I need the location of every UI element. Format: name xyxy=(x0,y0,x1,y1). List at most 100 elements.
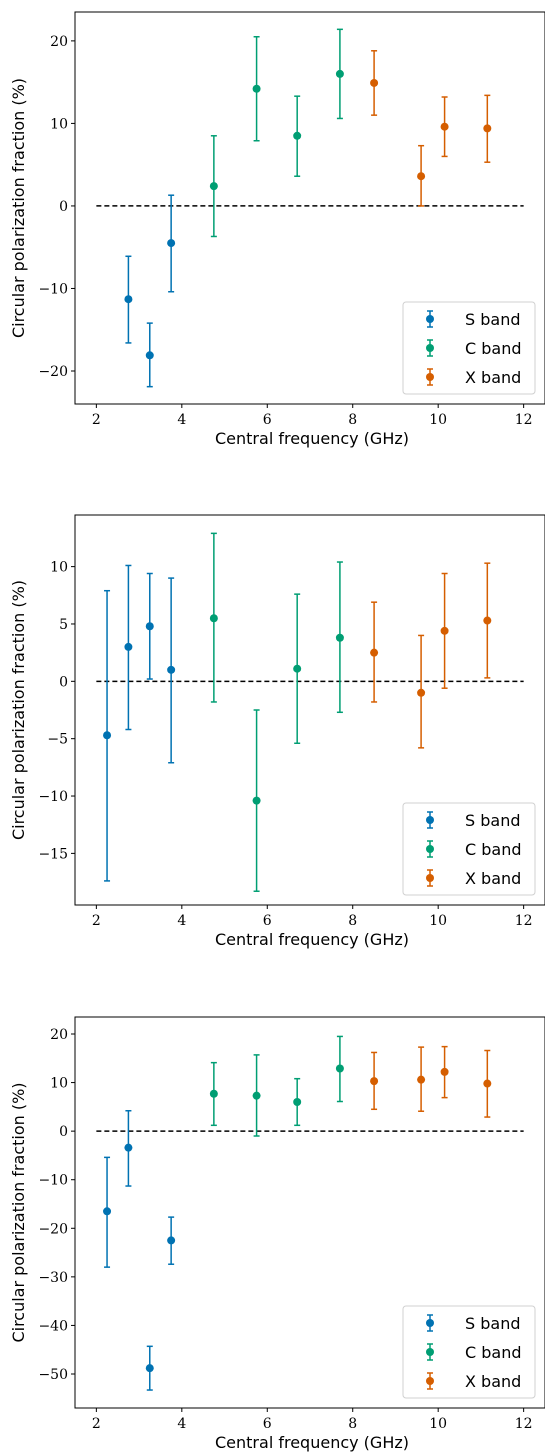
legend-marker-dot xyxy=(426,1377,434,1385)
y-tick-label: −10 xyxy=(38,1173,68,1189)
legend: S band C band X band xyxy=(402,301,536,395)
y-tick-label: −10 xyxy=(38,281,68,297)
x-tick-label: 12 xyxy=(515,913,533,929)
y-axis-label: Circular polarization fraction (%) xyxy=(9,1082,28,1342)
x-tick-label: 6 xyxy=(263,412,272,428)
y-tick-label: 0 xyxy=(59,1124,68,1140)
data-point xyxy=(145,622,154,631)
legend-label: C band xyxy=(465,1343,522,1362)
data-point xyxy=(417,1075,426,1084)
data-point xyxy=(483,124,492,133)
plot-frame xyxy=(74,1016,545,1409)
y-tick-label: 0 xyxy=(59,674,68,690)
legend-marker-dot xyxy=(426,874,434,882)
series-s-band xyxy=(103,564,176,882)
series-s-band xyxy=(124,194,176,388)
data-point xyxy=(124,1143,133,1152)
data-point xyxy=(252,796,261,805)
data-point xyxy=(167,1236,176,1245)
y-tick-label: −30 xyxy=(38,1270,68,1286)
data-point xyxy=(167,239,176,248)
data-point xyxy=(335,69,344,78)
legend-label: C band xyxy=(465,339,522,358)
data-point xyxy=(440,1067,449,1076)
y-tick-label: −40 xyxy=(38,1318,68,1334)
legend-box xyxy=(402,1305,536,1399)
data-point xyxy=(209,614,218,623)
y-tick-label: 10 xyxy=(50,116,68,132)
x-axis-label: Central frequency (GHz) xyxy=(215,1433,409,1452)
legend-label: X band xyxy=(465,368,521,387)
series-x-band xyxy=(370,562,492,749)
legend-label: X band xyxy=(465,1372,521,1391)
y-tick-label: −50 xyxy=(38,1367,68,1383)
legend-marker-dot xyxy=(426,816,434,824)
legend-marker-dot xyxy=(426,1319,434,1327)
x-tick-label: 12 xyxy=(515,1416,533,1432)
plot-frame xyxy=(74,514,545,906)
y-tick-label: 0 xyxy=(59,199,68,215)
data-point xyxy=(483,616,492,625)
x-tick-label: 4 xyxy=(177,412,186,428)
legend-box xyxy=(402,802,536,896)
y-axis-label: Circular polarization fraction (%) xyxy=(9,580,28,840)
y-tick-label: 20 xyxy=(50,1027,68,1043)
x-tick-label: 2 xyxy=(92,412,101,428)
x-axis-label: Central frequency (GHz) xyxy=(215,429,409,448)
data-point xyxy=(417,688,426,697)
series-x-band xyxy=(370,50,492,207)
plot-frame xyxy=(74,11,545,405)
y-tick-label: 10 xyxy=(50,560,68,576)
x-tick-label: 8 xyxy=(348,1416,357,1432)
data-point xyxy=(440,122,449,131)
y-tick-label: −20 xyxy=(38,1221,68,1237)
data-point xyxy=(252,1091,261,1100)
y-tick-label: −20 xyxy=(38,364,68,380)
x-tick-label: 10 xyxy=(429,412,447,428)
x-tick-label: 4 xyxy=(177,1416,186,1432)
y-tick-label: 10 xyxy=(50,1076,68,1092)
chart-panel-1: 2 4 6 8 10 12 −20 −10 0 10 20 Central frequency (GH… xyxy=(9,11,545,448)
x-tick-label: 2 xyxy=(92,1416,101,1432)
series-c-band xyxy=(209,1035,344,1137)
x-tick-label: 10 xyxy=(429,1416,447,1432)
y-tick-label: −5 xyxy=(47,732,68,748)
legend-marker-dot xyxy=(426,845,434,853)
data-point xyxy=(293,1098,302,1106)
data-point xyxy=(370,78,379,87)
data-point xyxy=(483,1079,492,1088)
data-point xyxy=(293,131,302,140)
x-axis-label: Central frequency (GHz) xyxy=(215,930,409,949)
data-point xyxy=(252,84,261,93)
legend-marker-dot xyxy=(426,1348,434,1356)
x-tick-label: 6 xyxy=(263,913,272,929)
y-tick-label: −15 xyxy=(38,846,68,862)
legend: S band C band X band xyxy=(402,1305,536,1399)
x-tick-label: 12 xyxy=(515,412,533,428)
x-tick-label: 8 xyxy=(348,913,357,929)
data-point xyxy=(167,665,176,674)
data-point xyxy=(293,664,302,673)
x-tick-label: 6 xyxy=(263,1416,272,1432)
data-point xyxy=(370,1077,379,1086)
x-tick-label: 8 xyxy=(348,412,357,428)
data-point xyxy=(335,633,344,642)
series-c-band xyxy=(209,532,344,892)
data-point xyxy=(103,1207,112,1216)
legend: S band C band X band xyxy=(402,802,536,896)
data-point xyxy=(440,626,449,635)
legend-label: C band xyxy=(465,840,522,859)
legend-marker-dot xyxy=(426,373,434,381)
data-point xyxy=(335,1064,344,1073)
y-tick-label: 20 xyxy=(50,34,68,50)
chart-panel-2: 2 4 6 8 10 12 −15 −10 −5 0 5 10 Central frequency (G… xyxy=(9,514,545,949)
y-tick-label: 5 xyxy=(59,617,68,633)
y-tick-label: −10 xyxy=(38,789,68,805)
x-tick-label: 2 xyxy=(92,913,101,929)
data-point xyxy=(417,172,426,181)
y-axis-label: Circular polarization fraction (%) xyxy=(9,78,28,338)
series-s-band xyxy=(103,1109,176,1391)
legend-marker-dot xyxy=(426,344,434,352)
data-point xyxy=(145,1364,154,1373)
